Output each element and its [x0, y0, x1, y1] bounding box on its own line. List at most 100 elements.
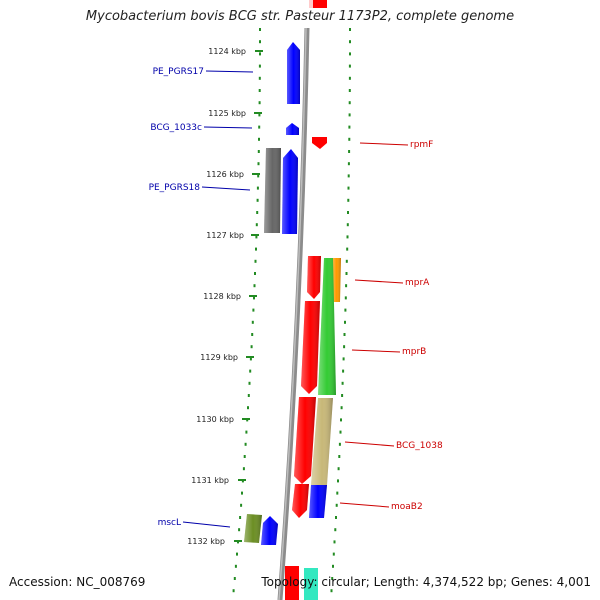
top-feature-block — [309, 0, 313, 8]
left-minor-tick — [252, 308, 255, 312]
right-minor-tick — [349, 28, 351, 31]
right-minor-tick — [344, 296, 347, 300]
right-minor-tick — [346, 223, 349, 227]
map-title: Mycobacterium bovis BCG str. Pasteur 117… — [85, 9, 515, 24]
left-minor-tick — [234, 564, 237, 568]
right-minor-tick — [348, 137, 351, 141]
left-minor-tick — [236, 552, 238, 556]
gene-label-moaB2: moaB2 — [391, 502, 423, 512]
left-minor-tick — [257, 150, 260, 153]
gene-label-PE_PGRS17: PE_PGRS17 — [153, 67, 204, 77]
right-minor-tick — [338, 455, 341, 458]
left-minor-tick — [232, 589, 235, 593]
gene-bottom-red — [285, 566, 299, 600]
left-minor-tick — [245, 430, 248, 434]
right-minor-tick — [349, 40, 351, 44]
tick-label: 1128 kbp — [203, 292, 241, 301]
left-minor-tick — [255, 247, 257, 251]
forward-strand-genes — [285, 137, 327, 600]
right-minor-tick — [333, 540, 336, 544]
block-teal — [304, 568, 318, 600]
tick-label: 1129 kbp — [200, 353, 238, 362]
gene-label-mprA: mprA — [405, 278, 430, 288]
left-minor-tick — [258, 113, 261, 117]
left-minor-tick — [258, 101, 261, 105]
left-minor-tick — [243, 455, 246, 458]
top-feature-block — [313, 0, 327, 8]
gene-label-rpmF: rpmF — [410, 140, 433, 150]
right-minor-tick — [330, 589, 333, 593]
reverse-strand-genes — [244, 42, 300, 545]
left-minor-tick — [253, 284, 256, 288]
left-minor-tick — [251, 320, 254, 324]
gene-label-PE_PGRS18: PE_PGRS18 — [149, 183, 201, 193]
left-minor-tick — [247, 394, 250, 397]
right-minor-tick — [342, 357, 345, 361]
right-minor-tick — [348, 64, 351, 68]
tick-labels: 1124 kbp 1125 kbp 1126 kbp 1127 kbp 1128… — [187, 47, 246, 546]
left-minor-tick — [258, 89, 261, 92]
right-minor-tick — [347, 211, 349, 214]
tick-label: 1130 kbp — [196, 415, 234, 424]
genome-summary-text: Topology: circular; Length: 4,374,522 bp… — [261, 575, 591, 589]
right-minor-tick — [340, 406, 343, 410]
left-minor-tick — [257, 174, 260, 178]
left-minor-tick — [256, 211, 259, 214]
right-minor-tick — [348, 113, 351, 117]
right-minor-tick — [348, 76, 351, 80]
right-minor-tick — [337, 467, 340, 471]
right-minor-tick — [347, 162, 350, 166]
right-tick-track — [330, 28, 351, 593]
gene-label-BCG_1038: BCG_1038 — [396, 441, 443, 451]
left-minor-tick — [258, 64, 261, 68]
tick-label: 1127 kbp — [206, 231, 244, 240]
left-minor-tick — [259, 40, 261, 44]
right-minor-tick — [348, 101, 351, 105]
right-minor-tick — [347, 174, 350, 178]
left-minor-tick — [250, 345, 253, 349]
left-minor-tick — [254, 259, 257, 263]
gene-label-mprB: mprB — [402, 347, 426, 357]
right-minor-tick — [349, 52, 351, 56]
major-tick-marks — [234, 50, 263, 542]
right-minor-tick — [346, 247, 349, 251]
right-minor-tick — [341, 394, 344, 397]
right-minor-tick — [345, 284, 348, 288]
tick-label: 1126 kbp — [206, 170, 244, 179]
left-minor-tick — [247, 406, 249, 410]
right-minor-tick — [335, 516, 337, 519]
left-minor-tick — [249, 357, 252, 361]
left-minor-tick — [239, 516, 242, 519]
gene-label-mscL: mscL — [158, 518, 181, 528]
right-minor-tick — [338, 442, 341, 446]
left-minor-tick — [248, 381, 251, 385]
left-minor-tick — [259, 52, 261, 56]
left-minor-tick — [241, 491, 243, 495]
right-minor-tick — [347, 198, 350, 202]
gene-label-BCG_1033c: BCG_1033c — [150, 123, 202, 133]
left-minor-tick — [251, 333, 254, 336]
right-minor-tick — [342, 369, 345, 373]
left-minor-tick — [258, 137, 260, 141]
left-minor-tick — [253, 296, 255, 300]
right-minor-tick — [331, 577, 334, 580]
right-minor-tick — [346, 235, 349, 239]
right-minor-tick — [339, 430, 342, 434]
right-minor-tick — [335, 503, 338, 507]
right-minor-tick — [345, 259, 348, 263]
right-minor-tick — [334, 528, 337, 532]
left-minor-tick — [238, 528, 241, 532]
right-minor-tick — [348, 125, 351, 129]
right-minor-tick — [337, 479, 339, 483]
left-minor-tick — [255, 223, 258, 227]
left-minor-tick — [258, 125, 261, 129]
left-minor-tick — [258, 76, 261, 80]
right-minor-tick — [345, 272, 348, 275]
left-minor-tick — [257, 162, 260, 166]
tick-label: 1132 kbp — [187, 537, 225, 546]
left-minor-tick — [244, 442, 247, 446]
left-minor-tick — [254, 272, 256, 275]
right-minor-tick — [343, 345, 346, 349]
left-minor-tick — [256, 186, 259, 190]
